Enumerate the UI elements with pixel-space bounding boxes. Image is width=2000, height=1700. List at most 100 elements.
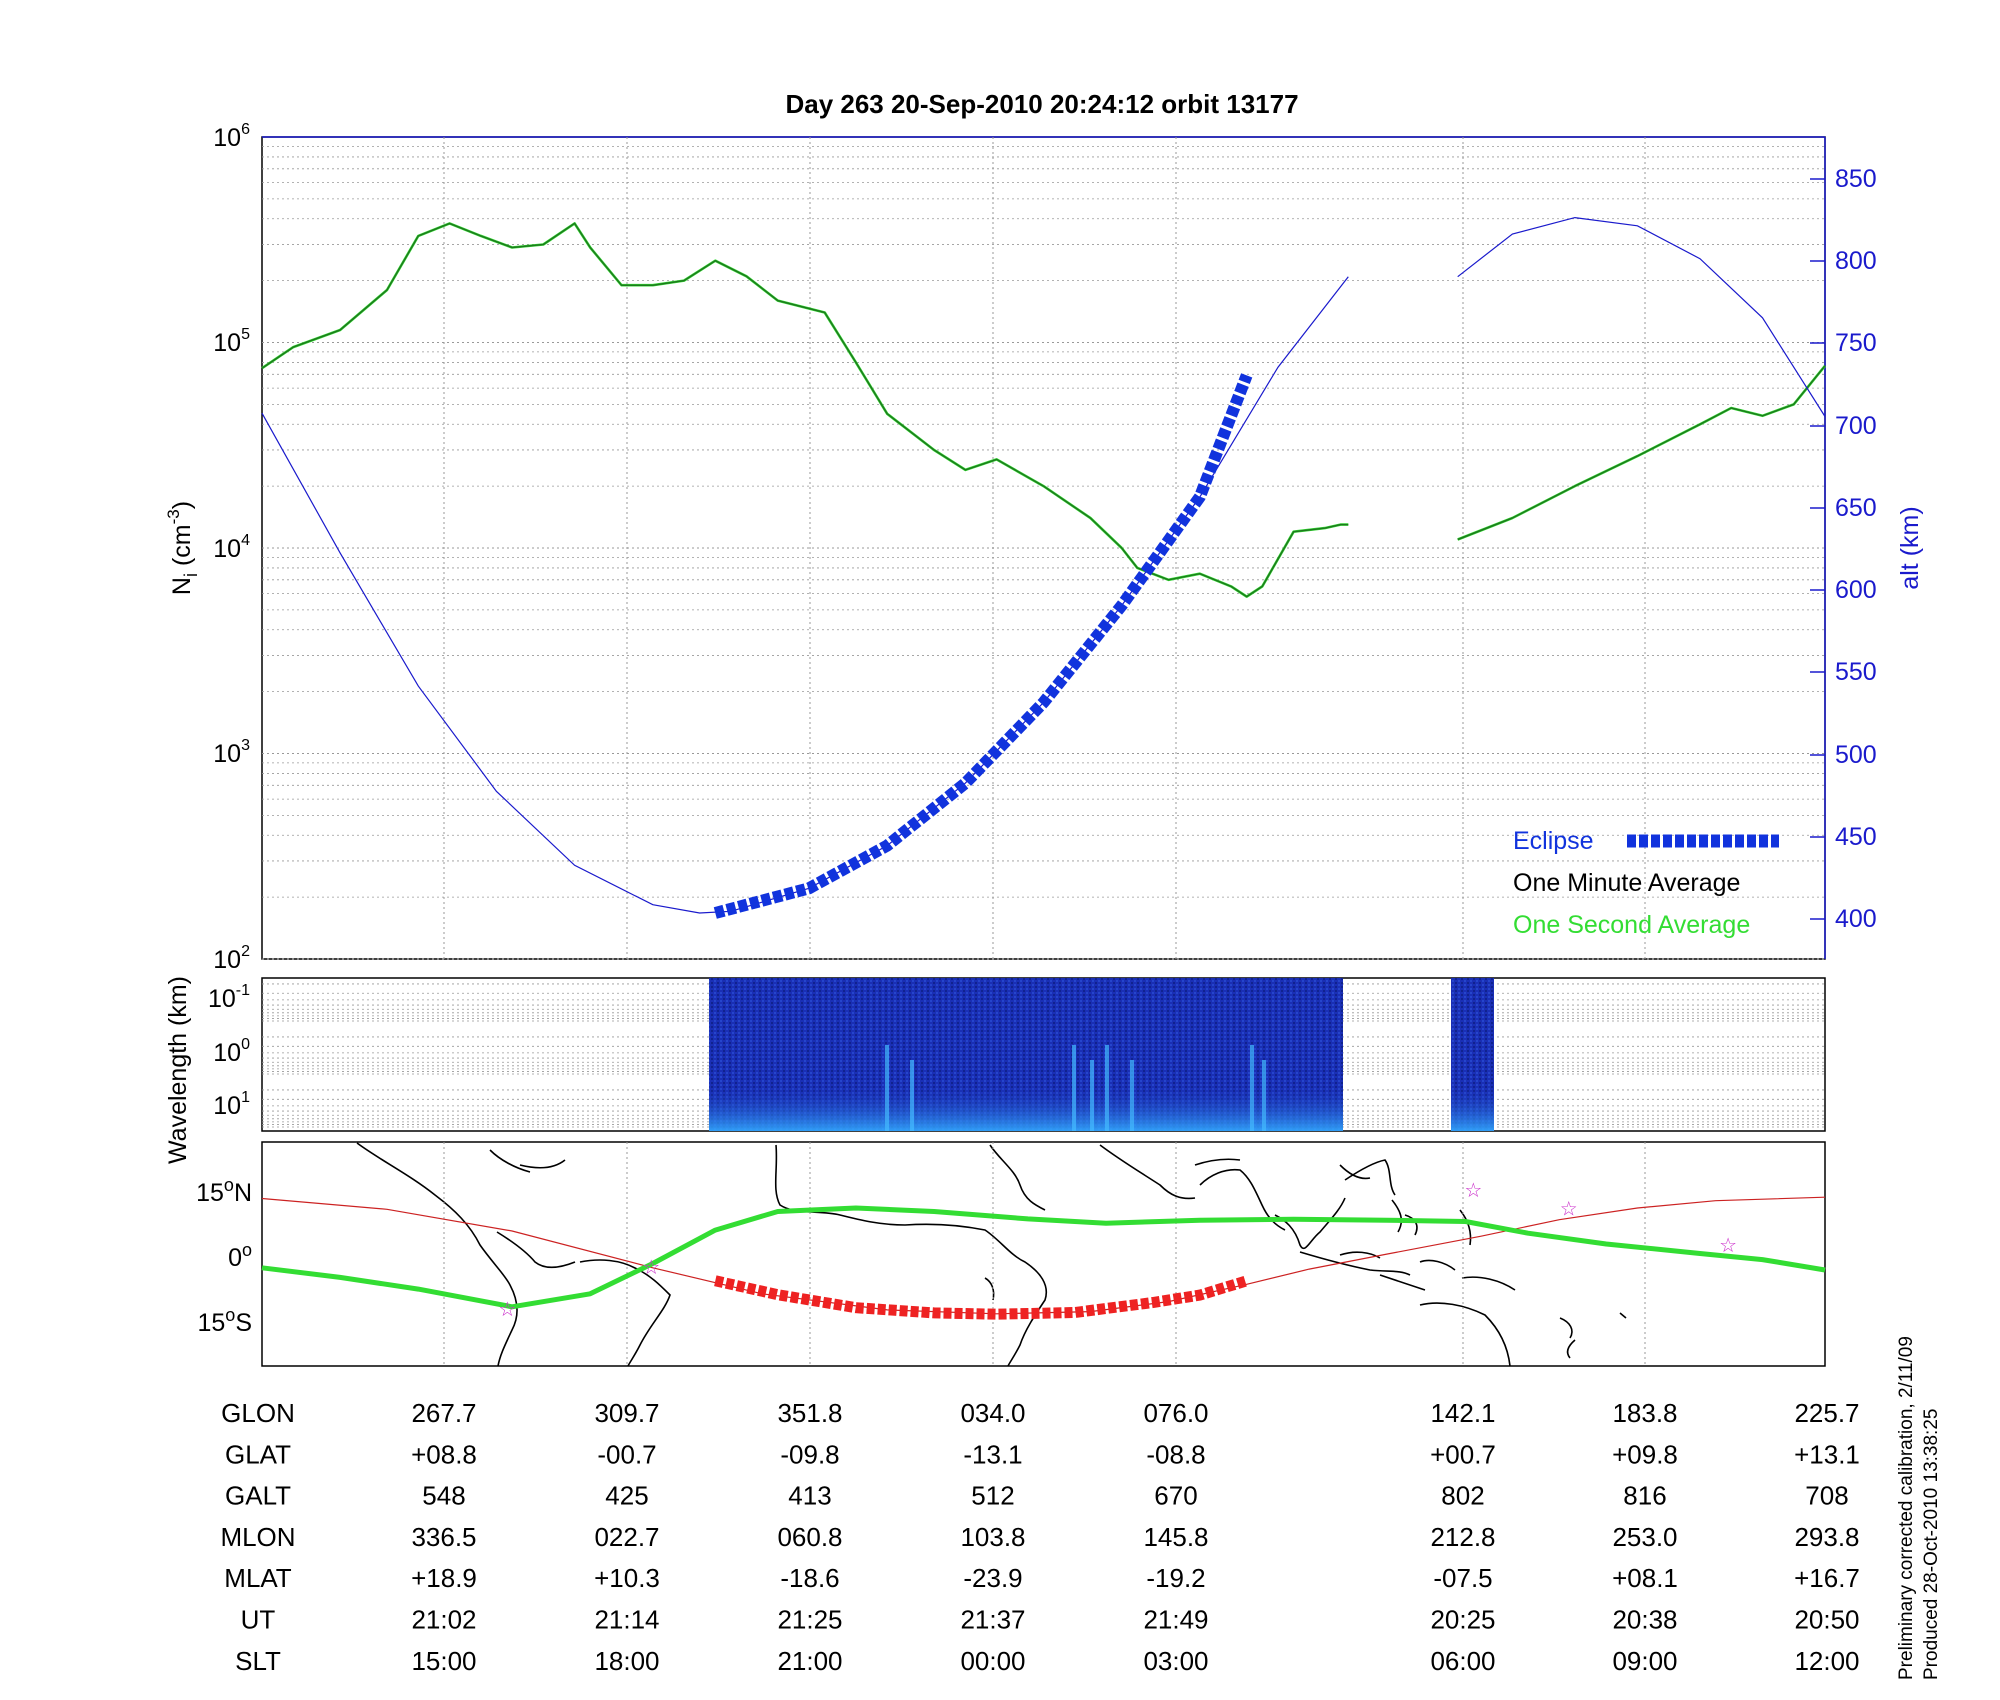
table-cell: 267.7 — [411, 1398, 476, 1428]
altitude-y-ticks: 850 800 750 700 650 600 550 500 450 400 — [1835, 165, 1877, 933]
map-frame — [261, 1141, 1826, 1367]
table-cell: 802 — [1441, 1481, 1484, 1511]
legend-one-second-label: One Second Average — [1513, 911, 1750, 939]
spectrogram-streak — [1130, 1060, 1134, 1131]
spectrogram-block-2-low — [1451, 1085, 1494, 1131]
map-grid — [443, 1142, 1646, 1366]
map-eclipse-track — [714, 1275, 1249, 1320]
table-cell: 21:49 — [1143, 1605, 1208, 1635]
table-cell: 12:00 — [1794, 1646, 1859, 1676]
map-tick-15s: 15oS — [197, 1305, 252, 1337]
table-cell: 034.0 — [960, 1398, 1025, 1428]
alt-tick-650: 650 — [1835, 494, 1877, 522]
star-marker: ☆ — [498, 1297, 516, 1321]
density-y-ticks: 106 105 104 103 102 — [213, 121, 250, 974]
table-cell: 103.8 — [960, 1522, 1025, 1552]
table-cell: 022.7 — [594, 1522, 659, 1552]
table-cell: +00.7 — [1430, 1439, 1496, 1469]
eclipse-series-line — [713, 373, 1253, 919]
spectrogram-block-1-low — [709, 1085, 1343, 1131]
table-cell: 708 — [1805, 1481, 1848, 1511]
table-row-label: SLT — [235, 1646, 281, 1676]
star-marker: ☆ — [1464, 1178, 1482, 1202]
table-row-label: UT — [241, 1605, 276, 1635]
alt-tick-800: 800 — [1835, 247, 1877, 275]
map-y-ticks: 15oN 0o 15oS — [196, 1175, 252, 1337]
alt-tick-700: 700 — [1835, 412, 1877, 440]
table-cell: 293.8 — [1794, 1522, 1859, 1552]
one-minute-average-line — [1457, 365, 1826, 541]
spectrogram-streak — [885, 1045, 889, 1131]
table-cell: 18:00 — [594, 1646, 659, 1676]
table-cell: 336.5 — [411, 1522, 476, 1552]
table-cell: +08.8 — [411, 1439, 477, 1469]
table-cell: 076.0 — [1143, 1398, 1208, 1428]
table-cell: -09.8 — [780, 1439, 839, 1469]
table-cell: 309.7 — [594, 1398, 659, 1428]
table-cell: 21:37 — [960, 1605, 1025, 1635]
table-cell: 21:02 — [411, 1605, 476, 1635]
legend: Eclipse One Minute Average One Second Av… — [1513, 827, 1779, 939]
density-y-tick-1e6: 106 — [213, 121, 250, 152]
map-tick-0: 0o — [228, 1240, 252, 1272]
table-cell: 425 — [605, 1481, 648, 1511]
table-cell: -18.6 — [780, 1563, 839, 1593]
table-cell: -08.8 — [1146, 1439, 1205, 1469]
spectrogram-streak — [1090, 1060, 1094, 1131]
one-minute-average-line — [261, 222, 1349, 598]
density-panel: 106 105 104 103 102 Ni (cm-3) 850 800 75… — [164, 121, 1924, 974]
table-cell: 09:00 — [1612, 1646, 1677, 1676]
table-cell: +16.7 — [1794, 1563, 1860, 1593]
table-cell: 225.7 — [1794, 1398, 1859, 1428]
spec-tick-1: 100 — [213, 1036, 250, 1067]
alt-tick-450: 450 — [1835, 823, 1877, 851]
alt-tick-850: 850 — [1835, 165, 1877, 193]
table-cell: -13.1 — [963, 1439, 1022, 1469]
table-row-label: GLAT — [225, 1439, 291, 1469]
spectrogram-streak — [1262, 1060, 1266, 1131]
density-grid — [262, 137, 1825, 960]
table-cell: -07.5 — [1433, 1563, 1492, 1593]
alt-tick-400: 400 — [1835, 905, 1877, 933]
altitude-tick-marks — [1810, 178, 1825, 920]
table-cell: +09.8 — [1612, 1439, 1678, 1469]
spectrogram-streak — [1105, 1045, 1109, 1131]
spectrogram-streaks — [885, 1045, 1266, 1131]
alt-tick-750: 750 — [1835, 329, 1877, 357]
map-green-line — [261, 1205, 1826, 1310]
density-y-label: Ni (cm-3) — [164, 501, 201, 595]
density-series — [261, 216, 1827, 919]
table-cell: 548 — [422, 1481, 465, 1511]
star-marker: ☆ — [642, 1255, 660, 1279]
table-cell: 20:25 — [1430, 1605, 1495, 1635]
table-cell: 21:25 — [777, 1605, 842, 1635]
orbit-table: GLON 267.7 309.7 351.8 034.0 076.0 142.1 183.8 2… — [220, 1398, 1859, 1676]
table-cell: +18.9 — [411, 1563, 477, 1593]
star-marker: ☆ — [1560, 1196, 1578, 1220]
table-row-label: GLON — [221, 1398, 295, 1428]
table-cell: 145.8 — [1143, 1522, 1208, 1552]
table-cell: 253.0 — [1612, 1522, 1677, 1552]
table-cell: 816 — [1623, 1481, 1666, 1511]
chart-title: Day 263 20-Sep-2010 20:24:12 orbit 13177 — [785, 89, 1298, 119]
table-cell: 15:00 — [411, 1646, 476, 1676]
legend-one-minute-label: One Minute Average — [1513, 869, 1740, 897]
table-cell: -23.9 — [963, 1563, 1022, 1593]
alt-tick-600: 600 — [1835, 576, 1877, 604]
table-cell: 21:00 — [777, 1646, 842, 1676]
table-cell: 142.1 — [1430, 1398, 1495, 1428]
table-cell: 21:14 — [594, 1605, 659, 1635]
table-cell: 670 — [1154, 1481, 1197, 1511]
legend-eclipse-label: Eclipse — [1513, 827, 1594, 855]
spec-tick-0: 10-1 — [208, 982, 250, 1013]
table-cell: 20:38 — [1612, 1605, 1677, 1635]
spectrogram-streak — [1250, 1045, 1254, 1131]
table-cell: 06:00 — [1430, 1646, 1495, 1676]
map-tracks: ☆ ☆ ☆ ☆ ☆ — [261, 1178, 1826, 1321]
table-cell: +10.3 — [594, 1563, 660, 1593]
calibration-note: Preliminary corrected calibration, 2/11/… — [1896, 1336, 1917, 1680]
map-tick-15n: 15oN — [196, 1175, 252, 1207]
spectrogram-panel: 10-1 100 101 Wavelength (km) — [164, 976, 1826, 1164]
alt-tick-550: 550 — [1835, 658, 1877, 686]
